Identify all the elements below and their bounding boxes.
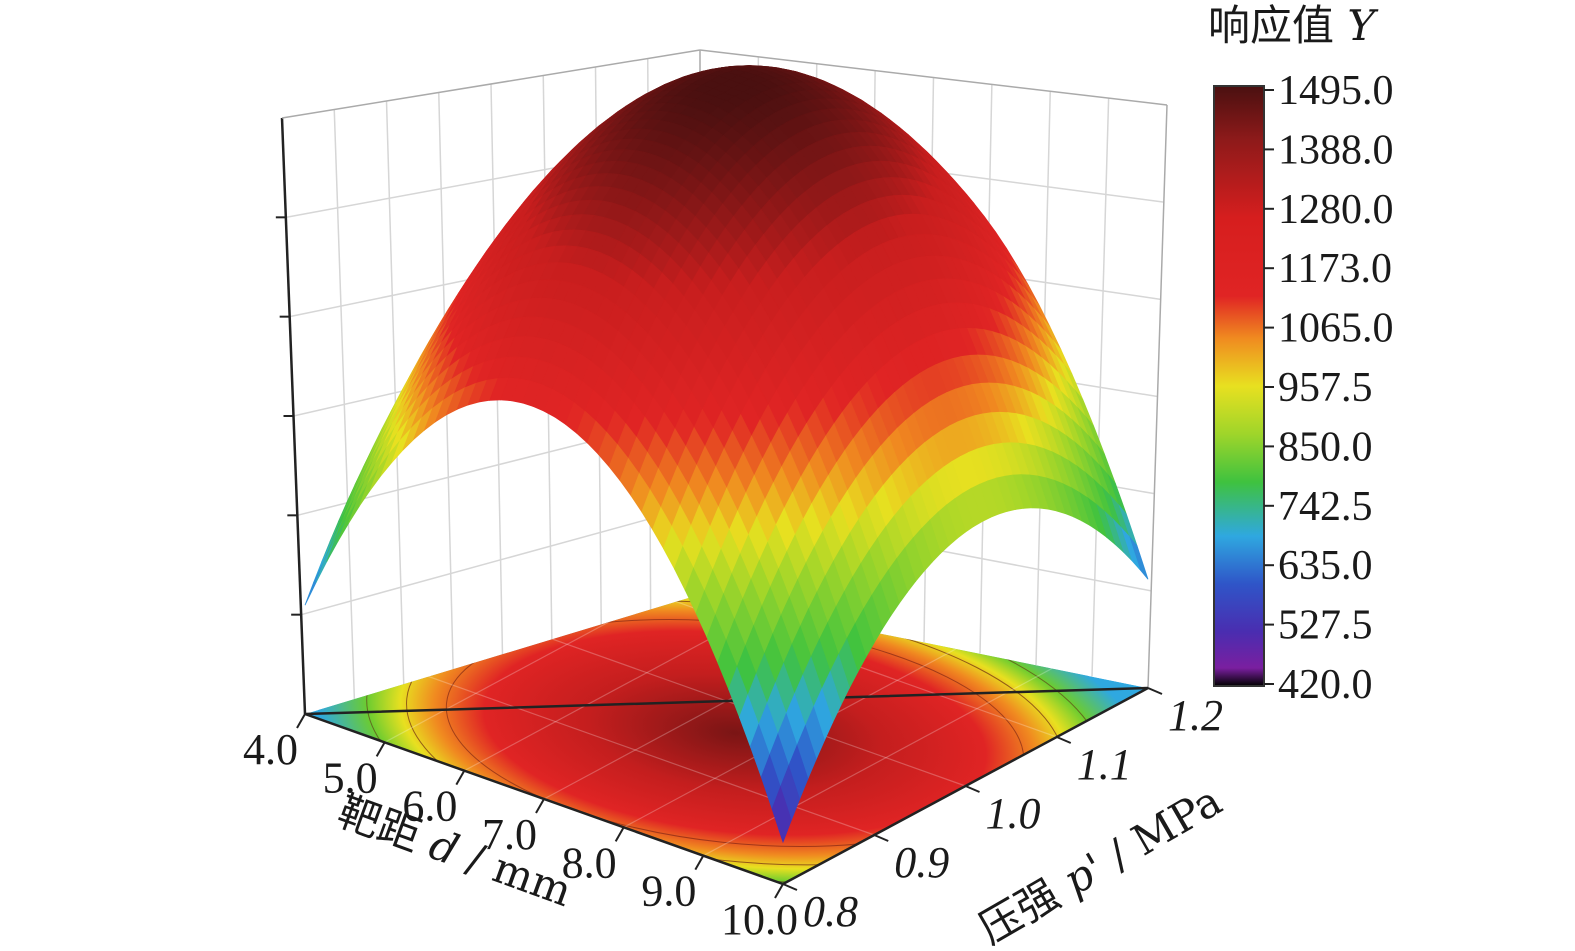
colorbar-tick-label: 742.5 bbox=[1278, 484, 1373, 530]
y-tick-mark bbox=[782, 883, 798, 891]
x-tick-mark bbox=[774, 883, 784, 899]
colorbar-tick-label: 1173.0 bbox=[1278, 246, 1392, 292]
back-edge-top-left bbox=[281, 49, 701, 119]
x-tick-label: 10.0 bbox=[721, 895, 798, 944]
z-axis-ticks bbox=[275, 216, 302, 616]
x-tick-mark bbox=[375, 741, 386, 757]
x-axis-ticks: 4.0 5.0 6.0 7.0 8.0 9.0 10.0 bbox=[243, 713, 798, 944]
x-tick-label: 6.0 bbox=[402, 782, 457, 831]
x-tick-label: 4.0 bbox=[243, 725, 298, 774]
right-edge-vertical bbox=[1147, 104, 1168, 689]
colorbar-tick-label: 1280.0 bbox=[1278, 187, 1394, 233]
y-tick-mark bbox=[965, 785, 980, 793]
y-tick-label: 0.8 bbox=[803, 887, 858, 936]
y-tick-mark bbox=[873, 834, 889, 842]
surface-patch bbox=[771, 785, 792, 844]
back-edge-top-right bbox=[699, 49, 1168, 106]
x-tick-label: 5.0 bbox=[323, 753, 378, 802]
x-tick-mark bbox=[535, 798, 545, 814]
y-tick-mark bbox=[1056, 736, 1072, 744]
colorbar-tick-label: 527.5 bbox=[1278, 603, 1373, 649]
x-tick-label: 7.0 bbox=[482, 810, 537, 859]
y-axis-ticks: 0.8 0.9 1.0 1.1 1.2 bbox=[782, 687, 1223, 936]
colorbar-tick-label: 635.0 bbox=[1278, 543, 1373, 589]
x-tick-label: 9.0 bbox=[641, 867, 696, 916]
y-tick-label: 0.9 bbox=[894, 838, 949, 887]
colorbar-tick-label: 420.0 bbox=[1278, 662, 1373, 708]
x-tick-mark bbox=[455, 770, 466, 786]
colorbar-tick-label: 1065.0 bbox=[1278, 306, 1394, 352]
colorbar-gradient bbox=[1213, 85, 1265, 687]
colorbar-tick-label: 1388.0 bbox=[1278, 127, 1394, 173]
colorbar-tick-label: 1495.0 bbox=[1278, 68, 1394, 114]
x-tick-mark bbox=[614, 826, 625, 842]
response-surface bbox=[304, 65, 1149, 844]
colorbar-tick-label: 957.5 bbox=[1278, 365, 1373, 411]
y-tick-label: 1.0 bbox=[986, 789, 1041, 838]
x-tick-mark bbox=[296, 713, 306, 729]
y-tick-label: 1.1 bbox=[1077, 740, 1132, 789]
colorbar-title: 响应值 Y bbox=[1208, 1, 1379, 50]
x-tick-label: 8.0 bbox=[562, 838, 617, 887]
x-tick-mark bbox=[694, 855, 705, 871]
colorbar-tick-label: 850.0 bbox=[1278, 424, 1373, 470]
colorbar: 响应值 Y 1495.0 1388.0 1280.0 1173.0 1065.0 957.… bbox=[1208, 1, 1394, 708]
colorbar-ticks: 1495.0 1388.0 1280.0 1173.0 1065.0 957.5 850.0… bbox=[1264, 68, 1394, 708]
y-tick-mark bbox=[1147, 687, 1163, 695]
wall-grid-line bbox=[300, 504, 701, 616]
y-tick-label: 1.2 bbox=[1168, 691, 1223, 740]
